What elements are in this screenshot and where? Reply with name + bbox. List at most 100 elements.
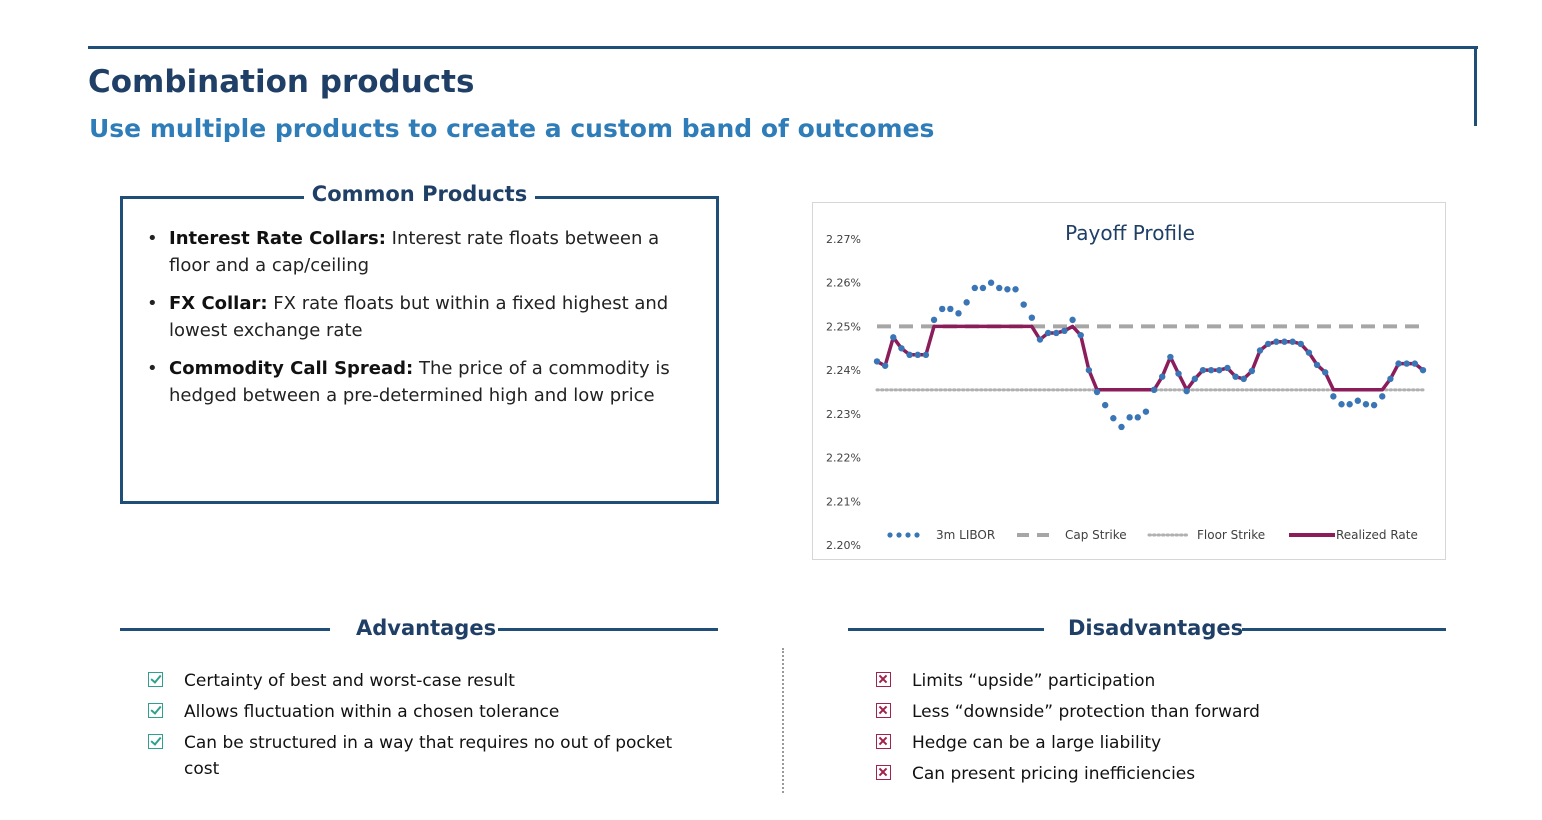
libor-point [1289, 338, 1296, 345]
libor-point [1248, 367, 1256, 375]
payoff-profile-chart: Payoff Profile 2.27% 2.26% 2.25% 2.24% 2.23%… [812, 202, 1446, 560]
libor-point [1061, 327, 1068, 334]
legend-floor-label: Floor Strike [1197, 528, 1265, 542]
common-products-box: Common Products • Interest Rate Collars:… [120, 182, 719, 504]
libor-point [1313, 361, 1321, 369]
libor-point [1126, 414, 1133, 421]
advantages-rule-right [498, 628, 718, 631]
libor-point [1077, 331, 1084, 339]
libor-point [1354, 397, 1362, 404]
advantages-rule-left [120, 628, 330, 631]
libor-point [1101, 401, 1109, 409]
disadvantage-item: Limits “upside” participation [876, 668, 1436, 694]
product-item-commodity-call-spread: • Commodity Call Spread: The price of a … [147, 355, 702, 409]
libor-point [1224, 364, 1231, 372]
y-tick-label: 2.26% [826, 277, 861, 290]
libor-point [1216, 366, 1223, 374]
checkbox-checked-icon [148, 703, 163, 718]
legend-libor-swatch [887, 532, 893, 538]
bullet-icon: • [147, 228, 158, 249]
libor-point [1110, 415, 1117, 422]
libor-point [1142, 408, 1150, 415]
libor-point [1240, 375, 1247, 383]
libor-point [938, 305, 946, 313]
libor-point [1020, 301, 1027, 308]
disadvantage-text: Less “downside” protection than forward [912, 702, 1260, 722]
libor-point [1330, 393, 1337, 400]
advantage-item: Certainty of best and worst-case result [148, 668, 708, 694]
libor-point [1370, 401, 1378, 409]
libor-point [1322, 369, 1329, 376]
libor-point [1175, 370, 1182, 377]
advantage-text: Certainty of best and worst-case result [184, 671, 515, 691]
common-products-heading: Common Products [123, 182, 716, 206]
libor-point [1093, 388, 1101, 396]
advantages-list: Certainty of best and worst-case result … [148, 668, 708, 787]
y-tick-label: 2.20% [826, 539, 861, 552]
libor-point [873, 358, 881, 365]
checkbox-checked-icon [148, 672, 163, 687]
product-description: Interest rate floats between a floor and… [169, 228, 660, 276]
libor-point [1346, 401, 1353, 408]
disadvantages-rule-right [1242, 628, 1446, 631]
libor-point [1338, 401, 1345, 408]
common-products-list: • Interest Rate Collars: Interest rate f… [147, 225, 702, 420]
libor-point [1159, 373, 1166, 380]
legend-libor-label: 3m LIBOR [936, 528, 995, 542]
libor-point [1167, 353, 1174, 361]
advantages-heading: Advantages [356, 616, 497, 640]
checkbox-checked-icon [148, 734, 163, 749]
libor-point [1232, 373, 1239, 380]
libor-point [1305, 349, 1313, 356]
libor-point [930, 316, 938, 324]
libor-point [1379, 393, 1386, 400]
legend-cap-label: Cap Strike [1065, 528, 1127, 542]
libor-point [881, 362, 889, 369]
libor-point [890, 334, 897, 341]
advantage-item: Allows fluctuation within a chosen toler… [148, 699, 708, 725]
libor-layer [873, 279, 1427, 431]
libor-point [1297, 340, 1304, 348]
product-item-interest-rate-collars: • Interest Rate Collars: Interest rate f… [147, 225, 702, 279]
libor-point [1028, 314, 1036, 321]
legend-realized-label: Realized Rate [1336, 528, 1418, 542]
y-tick-label: 2.24% [826, 364, 861, 377]
disadvantages-rule-left [848, 628, 1044, 631]
disadvantage-item: Less “downside” protection than forward [876, 699, 1436, 725]
libor-point [1362, 401, 1370, 408]
libor-point [947, 305, 954, 313]
product-description: The price of a commodity is hedged betwe… [169, 358, 670, 406]
chart-legend: 3m LIBOR Cap Strike Floor Strike Realized R… [887, 528, 1418, 542]
bullet-icon: • [147, 293, 158, 314]
libor-point [1044, 329, 1052, 337]
libor-point [922, 351, 930, 359]
disadvantages-header: Disadvantages [848, 616, 1446, 644]
legend-libor-swatch [914, 532, 920, 538]
libor-point [955, 310, 962, 317]
checkbox-x-icon [876, 734, 891, 749]
libor-point [1118, 423, 1125, 431]
advantage-text: Allows fluctuation within a chosen toler… [184, 702, 560, 722]
y-tick-label: 2.22% [826, 452, 861, 465]
libor-point [1387, 375, 1394, 383]
y-tick-label: 2.23% [826, 408, 861, 421]
page-subtitle: Use multiple products to create a custom… [89, 114, 935, 143]
disadvantages-heading: Disadvantages [1068, 616, 1244, 640]
libor-point [1036, 336, 1044, 343]
product-term: Interest Rate Collars: [169, 228, 386, 249]
advantages-header: Advantages [120, 616, 718, 644]
libor-point [1134, 414, 1141, 421]
product-description: FX rate floats but within a fixed highes… [169, 293, 669, 341]
page-title: Combination products [88, 64, 475, 100]
header-rule [88, 46, 1478, 49]
disadvantage-text: Limits “upside” participation [912, 671, 1156, 691]
legend-libor-swatch [896, 532, 902, 538]
checkbox-x-icon [876, 765, 891, 780]
common-products-heading-label: Common Products [303, 182, 536, 206]
libor-point [987, 279, 995, 286]
column-divider [782, 648, 784, 793]
libor-point [1191, 375, 1199, 383]
libor-point [971, 284, 978, 292]
product-term: Commodity Call Spread: [169, 358, 414, 379]
libor-point [996, 284, 1003, 292]
